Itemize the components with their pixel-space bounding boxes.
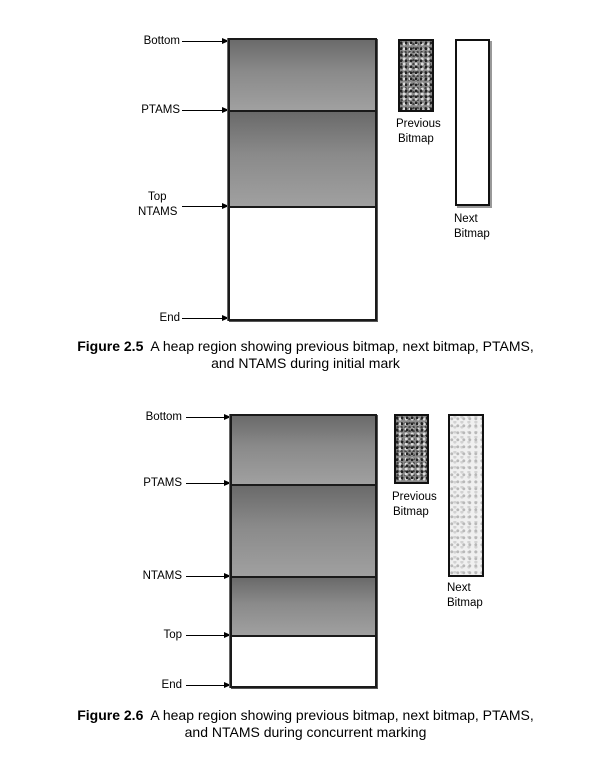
bottom-label: Bottom [143,35,180,47]
previous-bitmap-label-line1: Previous [396,118,441,130]
next-bitmap [448,414,484,577]
top-ntams-arrow [182,203,229,209]
end-arrow [182,315,229,321]
caption-text-line1: A heap region showing previous bitmap, n… [150,707,534,723]
previous-bitmap [398,39,434,112]
region-segment-ntams-top [232,578,375,635]
next-bitmap-label-line2: Bitmap [447,597,483,609]
bottom-label: Bottom [145,411,182,423]
region-segment-free [232,637,375,686]
heap-region [228,38,377,321]
previous-bitmap-label-line2: Bitmap [393,506,429,518]
figure-number: Figure 2.5 [77,338,144,354]
ntams-divider [232,576,375,578]
top-label: Top [148,191,167,203]
figure-caption: Figure 2.6 A heap region showing previou… [0,707,611,724]
region-segment-ptams-top [230,112,375,206]
caption-text-line2: and NTAMS during concurrent marking [184,724,427,740]
ptams-label: PTAMS [143,477,182,489]
ptams-divider [232,484,375,486]
ntams-arrow [186,573,231,579]
previous-bitmap [394,414,429,484]
ptams-label: PTAMS [141,104,180,116]
next-bitmap-label-line1: Next [447,582,471,594]
bottom-arrow [186,414,231,420]
region-segment-bottom-ptams [230,40,375,110]
previous-bitmap-label-line2: Bitmap [398,133,434,145]
ptams-arrow [186,480,231,486]
ntams-label: NTAMS [142,570,182,582]
ptams-divider [230,110,375,112]
end-arrow [186,682,231,688]
figure-number: Figure 2.6 [77,707,144,723]
top-divider [232,635,375,637]
previous-bitmap-label-line1: Previous [392,491,437,503]
ntams-label: NTAMS [138,206,178,218]
top-label: Top [163,629,182,641]
top-arrow [186,632,231,638]
next-bitmap-label-line1: Next [454,213,478,225]
caption-text-line1: A heap region showing previous bitmap, n… [150,338,534,354]
region-segment-free [230,208,375,319]
heap-region [230,414,377,688]
next-bitmap [455,39,490,206]
region-segment-ptams-ntams [232,486,375,576]
end-label: End [161,679,182,691]
top-divider [230,206,375,208]
bottom-arrow [182,38,229,44]
region-segment-bottom-ptams [232,416,375,484]
figure-caption: Figure 2.5 A heap region showing previou… [0,338,611,355]
end-label: End [159,312,180,324]
next-bitmap-label-line2: Bitmap [454,228,490,240]
caption-text-line2: and NTAMS during initial mark [211,355,400,371]
ptams-arrow [182,107,229,113]
